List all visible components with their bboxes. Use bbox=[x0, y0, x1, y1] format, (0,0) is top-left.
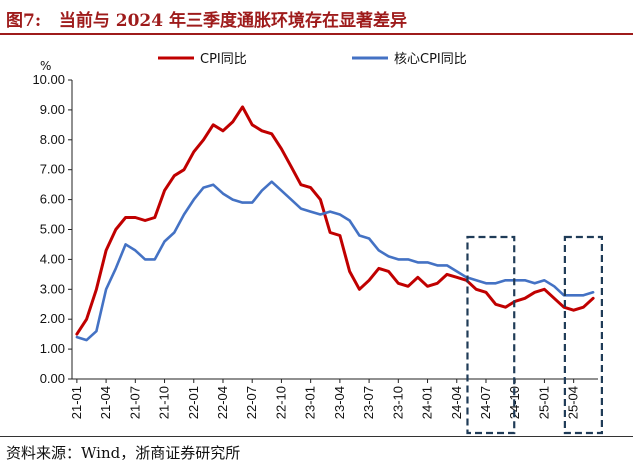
x-tick-label: 22-10 bbox=[273, 386, 288, 419]
highlight-box-2 bbox=[563, 235, 603, 435]
y-tick-label: 4.00 bbox=[40, 251, 65, 266]
legend-label-cpi: CPI同比 bbox=[200, 52, 247, 67]
x-tick-label: 21-10 bbox=[157, 386, 172, 419]
x-tick-label: 24-07 bbox=[478, 386, 493, 419]
series-lines bbox=[75, 105, 595, 342]
x-tick-label: 22-01 bbox=[186, 386, 201, 419]
x-tick-label: 21-04 bbox=[98, 386, 113, 419]
cpi-chart: % CPI同比 核心CPI同比 0.00 1.00 2.00 3.00 4.00 5.00 6… bbox=[32, 52, 603, 435]
y-tick-label: 3.00 bbox=[40, 281, 65, 296]
x-tick-label: 22-04 bbox=[215, 386, 230, 419]
x-tick-label: 25-01 bbox=[536, 386, 551, 419]
y-tick-label: 2.00 bbox=[40, 311, 65, 326]
y-tick-label: 0.00 bbox=[40, 371, 65, 386]
highlight-box-1 bbox=[466, 235, 516, 435]
y-tick-label: 7.00 bbox=[40, 162, 65, 177]
title-rule bbox=[0, 33, 633, 35]
x-tick-label: 24-01 bbox=[420, 386, 435, 419]
y-tick-label: 10.00 bbox=[32, 72, 65, 87]
x-tick-label: 21-07 bbox=[127, 386, 142, 419]
y-tick-label: 8.00 bbox=[40, 132, 65, 147]
y-tick-label: 1.00 bbox=[40, 341, 65, 356]
y-axis: 0.00 1.00 2.00 3.00 4.00 5.00 6.00 7.00 8.00 9.00… bbox=[32, 72, 73, 386]
x-tick-label: 21-01 bbox=[69, 386, 84, 419]
highlight-boxes bbox=[466, 235, 603, 435]
x-tick-label: 23-01 bbox=[303, 386, 318, 419]
y-tick-label: 6.00 bbox=[40, 192, 65, 207]
y-unit-label: % bbox=[40, 59, 51, 73]
cpi-yoy-line bbox=[75, 105, 595, 336]
x-axis: 21-01 21-04 21-07 21-10 22-01 22-04 22-07 22-10… bbox=[69, 378, 598, 419]
source-rule bbox=[0, 436, 633, 437]
x-tick-label: 23-04 bbox=[332, 386, 347, 419]
x-tick-label: 22-07 bbox=[244, 386, 259, 419]
legend-label-core: 核心CPI同比 bbox=[394, 52, 467, 67]
core-cpi-yoy-line bbox=[75, 180, 595, 342]
source-note: 资料来源：Wind，浙商证券研究所 bbox=[6, 444, 241, 462]
x-tick-label: 23-07 bbox=[361, 386, 376, 419]
legend: CPI同比 核心CPI同比 bbox=[158, 52, 467, 67]
figure-title: 图7: 当前与 2024 年三季度通胀环境存在显著差异 bbox=[6, 11, 408, 31]
y-tick-label: 5.00 bbox=[40, 222, 65, 237]
x-tick-label: 24-04 bbox=[449, 386, 464, 419]
y-tick-label: 9.00 bbox=[40, 102, 65, 117]
x-tick-label: 23-10 bbox=[390, 386, 405, 419]
x-tick-label: 25-04 bbox=[566, 386, 581, 419]
